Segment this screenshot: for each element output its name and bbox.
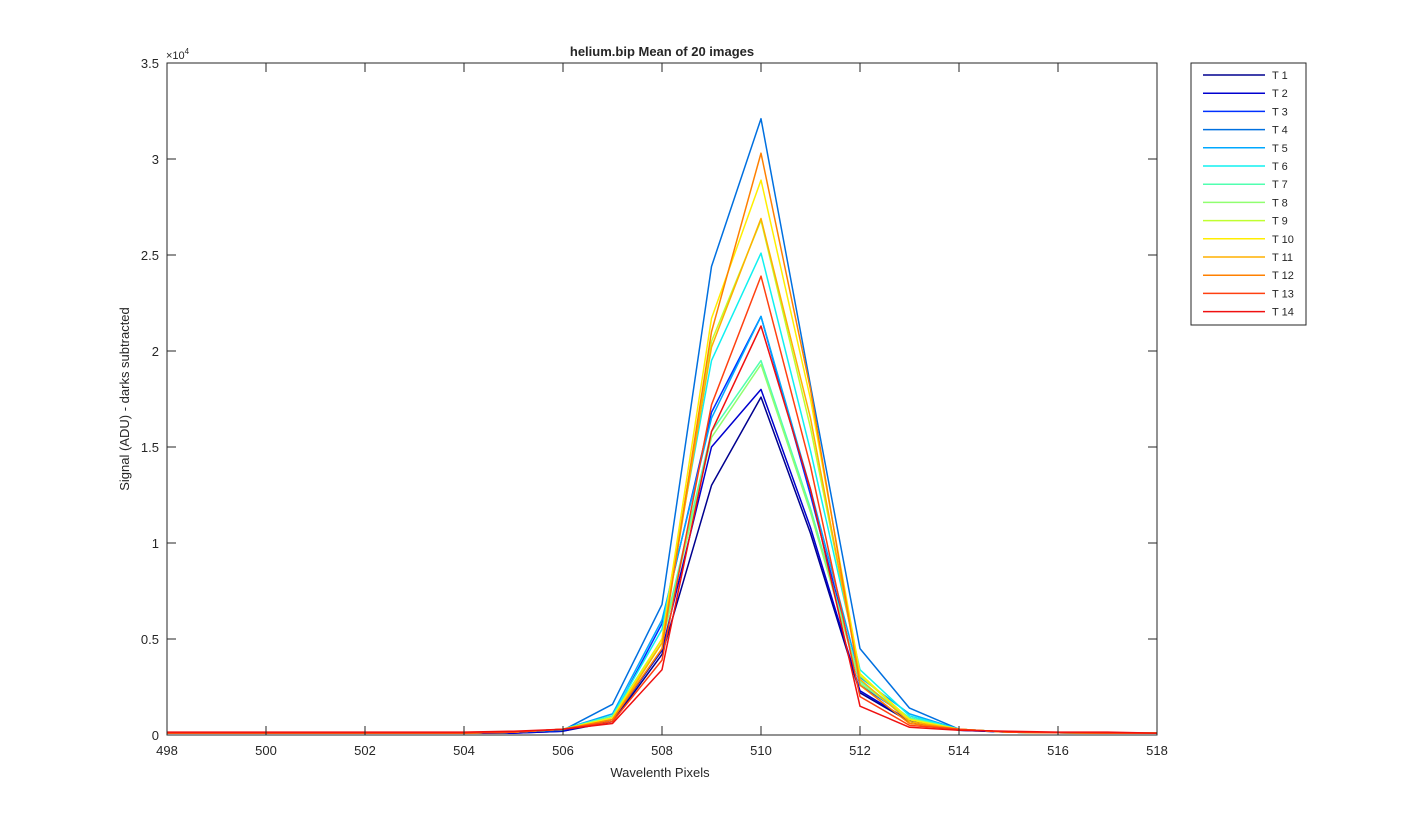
legend-label-t7: T 7	[1272, 179, 1288, 191]
x-tick-label: 516	[1047, 743, 1069, 758]
x-tick-label: 510	[750, 743, 772, 758]
x-tick-label: 498	[156, 743, 178, 758]
y-tick-label: 1.5	[141, 440, 159, 455]
tick-layer: 498 500 502 504 506 508 510 512 514 516 518 0 0.5 1 1.…	[141, 56, 1168, 758]
legend-label-t11: T 11	[1272, 252, 1293, 264]
y-tick-label: 0	[152, 728, 159, 743]
y-tick-label: 2.5	[141, 248, 159, 263]
y-tick-label: 3	[152, 152, 159, 167]
legend-label-t8: T 8	[1272, 197, 1288, 209]
x-tick-label: 504	[453, 743, 475, 758]
x-axis-label: Wavelenth Pixels	[610, 765, 710, 780]
x-tick-label: 512	[849, 743, 871, 758]
y-exponent-label: ×104	[166, 47, 190, 62]
series-layer	[167, 117, 1158, 734]
legend-label-t1: T 1	[1272, 70, 1288, 82]
legend-label-t14: T 14	[1272, 307, 1294, 319]
legend-label-t13: T 13	[1272, 288, 1294, 300]
y-tick-label: 1	[152, 536, 159, 551]
y-axis-label: Signal (ADU) - darks subtracted	[117, 307, 132, 491]
x-tick-label: 508	[651, 743, 673, 758]
x-tick-label: 502	[354, 743, 376, 758]
legend-label-t3: T 3	[1272, 106, 1288, 118]
legend-label-t10: T 10	[1272, 234, 1294, 246]
legend-label-t2: T 2	[1272, 88, 1288, 100]
y-exponent-base: ×10	[166, 50, 185, 62]
chart-title: helium.bip Mean of 20 images	[570, 44, 754, 59]
y-tick-label: 0.5	[141, 632, 159, 647]
legend-label-t6: T 6	[1272, 161, 1288, 173]
x-tick-label: 506	[552, 743, 574, 758]
legend-label-t4: T 4	[1272, 125, 1288, 137]
y-tick-label: 3.5	[141, 56, 159, 71]
legend: T 1 T 2 T 3 T 4 T 5 T 6 T 7 T 8 T 9 T 10 T 11 T 12 T…	[1190, 62, 1307, 326]
legend-label-t12: T 12	[1272, 270, 1294, 282]
y-tick-label: 2	[152, 344, 159, 359]
legend-label-t9: T 9	[1272, 216, 1288, 228]
legend-items: T 1 T 2 T 3 T 4 T 5 T 6 T 7 T 8 T 9 T 10 T 11 T 12 T…	[1203, 70, 1294, 319]
x-tick-label: 500	[255, 743, 277, 758]
legend-label-t5: T 5	[1272, 143, 1288, 155]
series-line-t14	[167, 325, 1158, 734]
legend-box	[1190, 62, 1307, 326]
x-tick-label: 518	[1146, 743, 1168, 758]
x-tick-label: 514	[948, 743, 970, 758]
y-exponent-power: 4	[185, 47, 190, 56]
